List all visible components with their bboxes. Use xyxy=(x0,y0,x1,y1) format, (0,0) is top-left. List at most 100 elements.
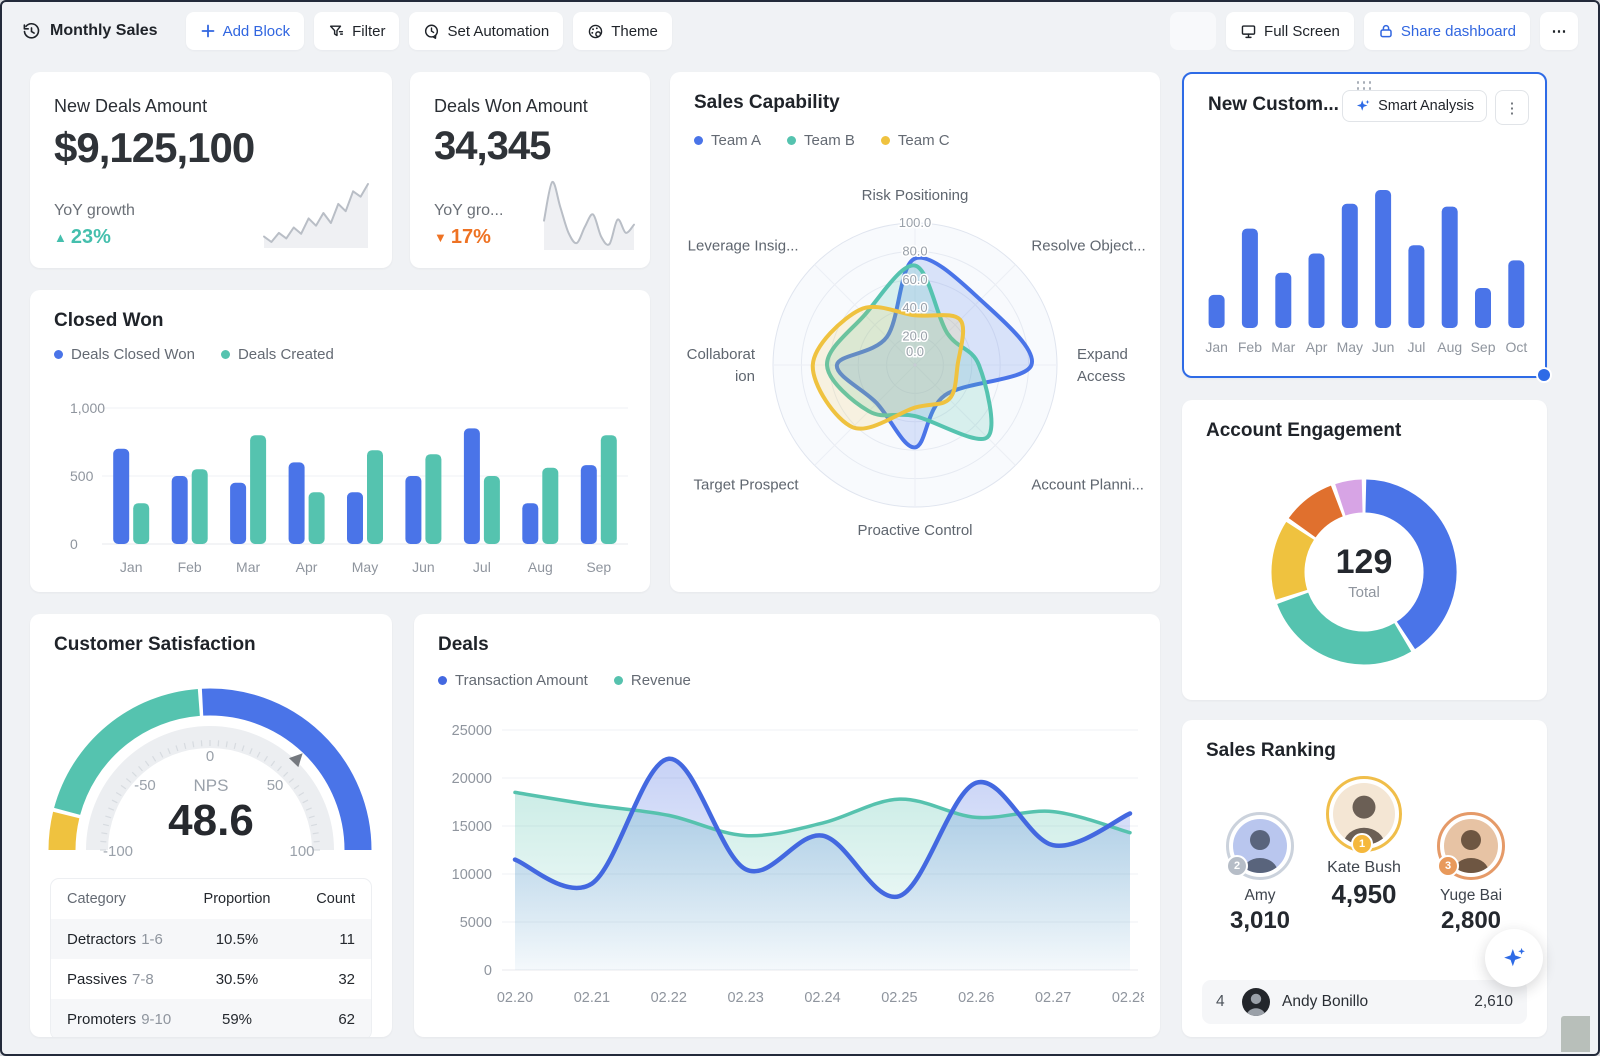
gauge-label: NPS xyxy=(193,776,229,795)
ai-assistant-button[interactable] xyxy=(1485,929,1543,987)
legend-dot xyxy=(54,350,63,359)
svg-text:Mar: Mar xyxy=(1271,339,1295,355)
drag-handle[interactable] xyxy=(1356,81,1373,91)
deals-won-sparkline[interactable] xyxy=(542,174,636,252)
rank-value: 2,610 xyxy=(1474,993,1513,1010)
card-new-deals[interactable]: New Deals Amount $9,125,100 YoY growth ▲… xyxy=(30,72,392,268)
legend-team-b[interactable]: Team B xyxy=(787,132,855,149)
account-engagement-donut-chart[interactable] xyxy=(1239,447,1489,697)
kebab-icon: ⋮ xyxy=(1504,99,1520,117)
legend-dot xyxy=(787,136,797,145)
share-label: Share dashboard xyxy=(1400,22,1516,40)
resize-handle[interactable] xyxy=(1536,367,1552,383)
more-button[interactable]: ⋯ xyxy=(1540,12,1578,50)
kpi-value: $9,125,100 xyxy=(54,124,255,171)
deals-legend: Transaction Amount Revenue xyxy=(438,672,691,689)
card-title: New Custom... xyxy=(1208,94,1339,115)
share-dashboard-button[interactable]: Share dashboard xyxy=(1363,12,1530,50)
table-row: Detractors 1-6 10.5% 11 xyxy=(51,919,371,959)
kpi-change: ▲ 23% xyxy=(54,226,111,249)
legend-revenue[interactable]: Revenue xyxy=(613,672,691,689)
svg-text:Feb: Feb xyxy=(178,559,202,575)
card-title: Account Engagement xyxy=(1206,420,1402,441)
rank-number: 4 xyxy=(1216,993,1225,1010)
ranking-list-row[interactable]: 4 Andy Bonillo 2,610 xyxy=(1202,980,1527,1024)
podium-name: Amy xyxy=(1244,887,1276,904)
legend-dot xyxy=(613,676,623,685)
card-deals-won[interactable]: Deals Won Amount 34,345 YoY gro... ▼ 17% xyxy=(410,72,650,268)
svg-text:80.0: 80.0 xyxy=(902,243,927,258)
avatar-ring: 1 xyxy=(1326,776,1402,855)
sparkle-icon xyxy=(1355,98,1371,114)
svg-text:Jul: Jul xyxy=(1407,339,1425,355)
legend-label: Transaction Amount xyxy=(455,672,588,689)
kpi-change-value: 17% xyxy=(450,226,491,248)
new-customers-bar-chart[interactable]: Jan Feb Mar Apr May Jun Jul Aug Sep Oct xyxy=(1200,178,1533,363)
card-sales-ranking[interactable]: Sales Ranking 2 Amy 3,010 1 Kate Bush 4,… xyxy=(1182,720,1547,1037)
svg-text:May: May xyxy=(1337,339,1363,355)
avatar[interactable] xyxy=(1444,819,1498,873)
legend-deals-created[interactable]: Deals Created xyxy=(220,346,334,363)
smart-analysis-label: Smart Analysis xyxy=(1378,98,1474,114)
legend-team-a[interactable]: Team A xyxy=(694,132,761,149)
card-deals[interactable]: Deals Transaction Amount Revenue 0 5000 10… xyxy=(414,614,1160,1037)
legend-team-c[interactable]: Team C xyxy=(880,132,950,149)
page-title: Monthly Sales xyxy=(50,22,158,39)
col-category: Category xyxy=(67,891,126,907)
rank-badge: 1 xyxy=(1351,833,1373,855)
filter-label: Filter xyxy=(352,22,386,40)
svg-text:Feb: Feb xyxy=(1238,339,1262,355)
legend-label: Revenue xyxy=(630,672,691,689)
legend-transaction-amount[interactable]: Transaction Amount xyxy=(438,672,588,689)
row-name: Passives xyxy=(67,970,128,988)
ghost-button[interactable] xyxy=(1170,12,1217,50)
card-closed-won[interactable]: Closed Won Deals Closed Won Deals Create… xyxy=(30,290,650,592)
smart-analysis-button[interactable]: Smart Analysis xyxy=(1342,90,1487,122)
nps-table: Category Proportion Count Detractors 1-6 … xyxy=(50,878,372,1037)
avatar xyxy=(1242,988,1270,1016)
avatar[interactable] xyxy=(1333,783,1395,845)
card-account-engagement[interactable]: Account Engagement 129 Total xyxy=(1182,400,1547,700)
new-deals-sparkline[interactable] xyxy=(262,176,370,250)
deals-area-chart[interactable]: 0 5000 10000 15000 20000 25000 02.20 02.21 02.22… xyxy=(430,700,1144,1022)
card-new-customers[interactable]: New Custom... Smart Analysis ⋮ Jan Feb Mar… xyxy=(1182,72,1552,383)
card-sales-capability[interactable]: Sales Capability Team A Team B Team C 0.… xyxy=(670,72,1160,592)
filter-button[interactable]: Filter xyxy=(314,12,400,50)
row-count: 62 xyxy=(338,1010,355,1028)
add-block-button[interactable]: Add Block xyxy=(185,12,305,50)
rank-badge: 2 xyxy=(1226,855,1248,877)
svg-text:5000: 5000 xyxy=(460,915,492,931)
rank-badge: 3 xyxy=(1437,855,1459,877)
svg-text:100: 100 xyxy=(289,843,314,860)
row-proportion: 30.5% xyxy=(215,970,259,988)
svg-text:0: 0 xyxy=(484,963,492,979)
closed-won-legend: Deals Closed Won Deals Created xyxy=(54,346,334,363)
toolbar: Monthly Sales Add Block Filter Set Autom… xyxy=(2,2,1598,60)
svg-text:02.20: 02.20 xyxy=(497,990,533,1006)
legend-label: Team B xyxy=(804,132,855,149)
nps-gauge-chart[interactable]: -100 -50 0 50 100 xyxy=(30,658,392,886)
svg-text:Jun: Jun xyxy=(1372,339,1395,355)
svg-text:1,000: 1,000 xyxy=(70,400,105,416)
svg-text:02.25: 02.25 xyxy=(881,990,917,1006)
set-automation-button[interactable]: Set Automation xyxy=(409,12,564,50)
card-more-button[interactable]: ⋮ xyxy=(1495,90,1529,125)
svg-text:100.0: 100.0 xyxy=(899,215,932,230)
legend-deals-closed-won[interactable]: Deals Closed Won xyxy=(54,346,195,363)
full-screen-button[interactable]: Full Screen xyxy=(1226,12,1354,50)
sales-capability-radar-chart[interactable]: 0.020.0 40.0 60.0 80.0 100.0 Risk Positioning… xyxy=(670,160,1160,580)
svg-text:Risk Positioning: Risk Positioning xyxy=(862,187,969,204)
rank-name: Andy Bonillo xyxy=(1282,993,1369,1010)
svg-text:500: 500 xyxy=(70,468,94,484)
closed-won-bar-chart[interactable]: 0 500 1,000 Jan Feb Mar Apr May Jun Jul Aug Sep xyxy=(46,376,634,586)
triangle-up-icon: ▲ xyxy=(54,230,67,245)
scroll-corner[interactable] xyxy=(1561,1016,1590,1052)
row-name: Promoters xyxy=(67,1010,137,1028)
card-customer-satisfaction[interactable]: Customer Satisfaction -100 -50 0 50 100 NPS … xyxy=(30,614,392,1037)
kpi-change: ▼ 17% xyxy=(434,226,491,249)
theme-button[interactable]: Theme xyxy=(573,12,672,50)
legend-dot xyxy=(220,350,230,359)
legend-label: Team C xyxy=(897,132,950,149)
